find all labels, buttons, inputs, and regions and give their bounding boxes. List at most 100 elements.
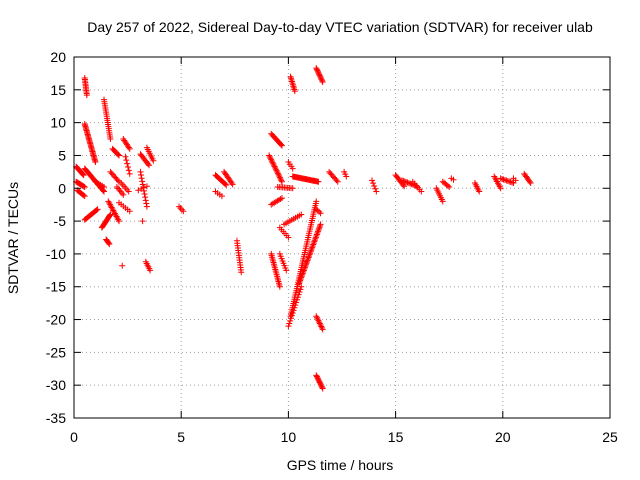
data-point — [300, 268, 307, 275]
data-point — [270, 162, 277, 169]
data-point — [305, 254, 312, 261]
data-point — [273, 167, 280, 174]
data-point — [122, 153, 129, 160]
data-point — [147, 267, 154, 274]
data-point — [506, 178, 513, 185]
y-tick-label: -10 — [46, 246, 66, 262]
data-point — [125, 164, 132, 171]
x-tick-label: 15 — [388, 429, 404, 445]
x-tick-label: 5 — [177, 429, 185, 445]
data-point — [142, 194, 149, 201]
data-point — [276, 173, 283, 180]
data-point — [301, 264, 308, 271]
data-point — [316, 320, 323, 327]
x-tick-label: 20 — [495, 429, 511, 445]
data-point — [79, 171, 86, 178]
data-point — [270, 160, 277, 167]
data-point — [317, 75, 324, 82]
data-point — [100, 187, 107, 194]
data-point — [80, 183, 87, 190]
data-point — [313, 313, 320, 320]
data-point — [369, 177, 376, 184]
data-point — [301, 266, 308, 273]
data-point — [296, 279, 303, 286]
data-point — [405, 180, 412, 187]
data-point — [271, 163, 278, 170]
data-point — [316, 224, 323, 231]
data-point — [285, 234, 292, 241]
data-point — [150, 157, 157, 164]
data-point — [311, 237, 318, 244]
data-point — [314, 228, 321, 235]
data-point — [319, 384, 326, 391]
data-point — [125, 188, 132, 195]
data-point — [315, 227, 322, 234]
data-points — [73, 65, 534, 392]
x-axis-label: GPS time / hours — [287, 457, 394, 473]
data-point — [114, 177, 121, 184]
y-tick-label: 5 — [58, 147, 66, 163]
y-tick-label: 10 — [50, 115, 66, 131]
data-point — [298, 274, 305, 281]
data-point — [94, 206, 101, 213]
data-point — [274, 169, 281, 176]
data-point — [291, 304, 298, 311]
data-point — [80, 192, 87, 199]
data-point — [497, 185, 504, 192]
data-point — [107, 211, 114, 218]
data-point — [299, 271, 306, 278]
data-point — [276, 283, 283, 290]
data-point — [315, 178, 322, 185]
data-point — [287, 317, 294, 324]
data-point — [319, 326, 326, 333]
data-point — [308, 247, 315, 254]
data-point — [439, 198, 446, 205]
data-point — [307, 250, 314, 257]
y-tick-label: -5 — [54, 213, 67, 229]
data-point — [285, 323, 292, 330]
data-point — [141, 191, 148, 198]
data-point — [444, 182, 451, 189]
data-point — [401, 178, 408, 185]
y-tick-label: -35 — [46, 410, 66, 426]
data-point — [370, 180, 377, 187]
data-point — [404, 179, 411, 186]
data-point — [504, 177, 511, 184]
y-tick-label: 15 — [50, 82, 66, 98]
data-point — [401, 183, 408, 190]
data-point — [414, 183, 421, 190]
data-point — [319, 78, 326, 85]
data-point — [294, 294, 301, 301]
data-point — [313, 66, 320, 73]
data-point — [293, 299, 300, 306]
data-point — [503, 177, 510, 184]
data-point — [316, 72, 323, 79]
data-point — [304, 257, 311, 264]
y-tick-label: -20 — [46, 312, 66, 328]
data-point — [278, 195, 285, 202]
data-point — [139, 218, 146, 225]
data-point — [298, 273, 305, 280]
data-point — [319, 77, 326, 84]
data-point — [289, 309, 296, 316]
data-point — [418, 188, 425, 195]
data-point — [315, 68, 322, 75]
x-tick-label: 10 — [281, 429, 297, 445]
data-point — [141, 184, 148, 191]
x-tick-label: 0 — [70, 429, 78, 445]
data-point — [371, 182, 378, 189]
data-point — [106, 212, 113, 219]
data-point — [266, 153, 273, 160]
data-point — [303, 258, 310, 265]
data-point — [446, 183, 453, 190]
data-point — [310, 240, 317, 247]
x-tick-label: 25 — [602, 429, 618, 445]
data-point — [275, 171, 282, 178]
data-point — [318, 323, 325, 330]
data-point — [93, 207, 100, 214]
data-point — [138, 185, 145, 192]
data-point — [305, 255, 312, 262]
data-point — [126, 170, 133, 177]
data-point — [315, 225, 322, 232]
data-point — [276, 174, 283, 181]
